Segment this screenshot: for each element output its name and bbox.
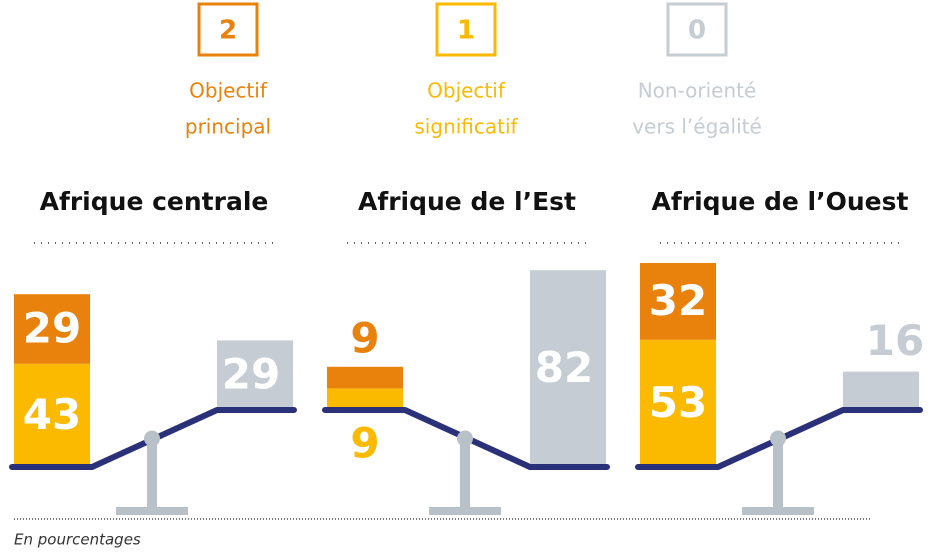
value-label: 53 <box>649 378 707 427</box>
pivot <box>770 430 786 447</box>
stand-post <box>147 438 157 510</box>
legend-label: Objectif <box>189 79 268 103</box>
value-label: 82 <box>535 343 593 392</box>
pivot <box>457 430 473 447</box>
legend-label: significatif <box>414 115 518 139</box>
value-label: 43 <box>23 390 81 439</box>
value-label: 29 <box>23 304 81 353</box>
legend-label: Objectif <box>427 79 506 103</box>
bar-segment <box>14 363 90 467</box>
legend-box <box>666 2 728 57</box>
value-label: 29 <box>222 350 280 399</box>
stand-post <box>773 438 783 510</box>
bar-segment <box>843 371 919 410</box>
legend-key: 0 <box>688 16 706 46</box>
bar-segment <box>217 340 293 410</box>
panel-title: Afrique de l’Est <box>358 187 576 216</box>
legend-label: principal <box>185 115 271 139</box>
stand-base <box>742 507 814 515</box>
panel-title: Afrique de l’Ouest <box>652 187 909 216</box>
legend-key: 2 <box>219 16 237 46</box>
value-label: 32 <box>649 276 707 325</box>
legend-label: vers l’égalité <box>632 115 762 139</box>
bar-segment <box>14 294 90 364</box>
bar-segment <box>327 388 403 410</box>
stand-base <box>429 507 501 515</box>
bar-segment <box>327 366 403 389</box>
pivot <box>144 430 160 447</box>
panel-title: Afrique centrale <box>40 187 269 216</box>
value-label: 9 <box>350 313 379 362</box>
value-label: 9 <box>350 419 379 468</box>
legend-label: Non-orienté <box>638 79 757 103</box>
legend-key: 1 <box>457 16 475 46</box>
stand-base <box>116 507 188 515</box>
legend-box <box>197 2 259 57</box>
bar-segment <box>640 339 716 467</box>
value-label: 16 <box>866 316 924 365</box>
stand-post <box>460 438 470 510</box>
bar-segment <box>530 270 606 467</box>
note: En pourcentages <box>14 531 141 549</box>
legend-box <box>435 2 497 57</box>
bar-segment <box>640 263 716 340</box>
